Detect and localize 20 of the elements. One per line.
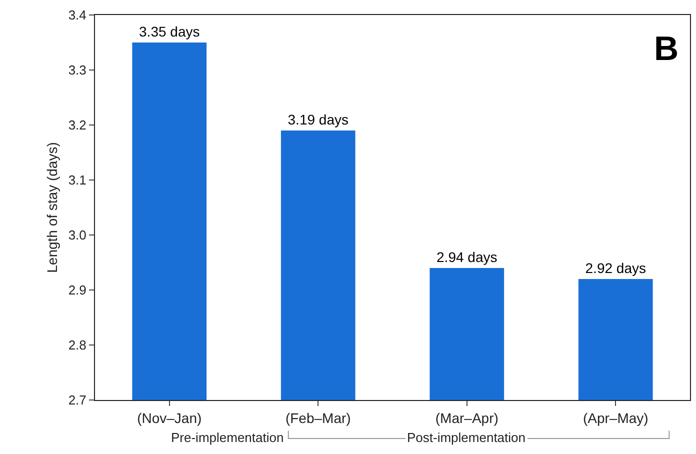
annotation: B (654, 30, 679, 68)
data-label: 2.92 days (585, 260, 646, 276)
x-tick-label: (Mar–Apr) (435, 410, 498, 426)
text: Pre-implementation (171, 430, 284, 445)
data-label: 3.19 days (288, 112, 348, 128)
y-tick-label: 3.1 (68, 172, 86, 188)
y-tick-label: 3.0 (68, 228, 86, 243)
y-tick-label: 2.8 (68, 338, 86, 353)
x-tick-label: (Feb–Mar) (285, 410, 351, 426)
x-tick-label: (Apr–May) (582, 410, 648, 426)
x-tick-label: (Nov–Jan) (137, 410, 202, 426)
text: Post-implementation (407, 430, 526, 445)
y-tick-label: 2.9 (68, 282, 86, 298)
y-tick-label: 3.4 (68, 8, 86, 23)
y-tick-label: 3.3 (68, 62, 86, 78)
y-tick-label: 3.2 (68, 118, 86, 133)
data-label: 3.35 days (139, 24, 200, 40)
data-label: 2.94 days (436, 249, 498, 265)
y-axis-title: Length of stay (days) (44, 142, 60, 273)
y-tick-label: 2.7 (68, 392, 86, 408)
